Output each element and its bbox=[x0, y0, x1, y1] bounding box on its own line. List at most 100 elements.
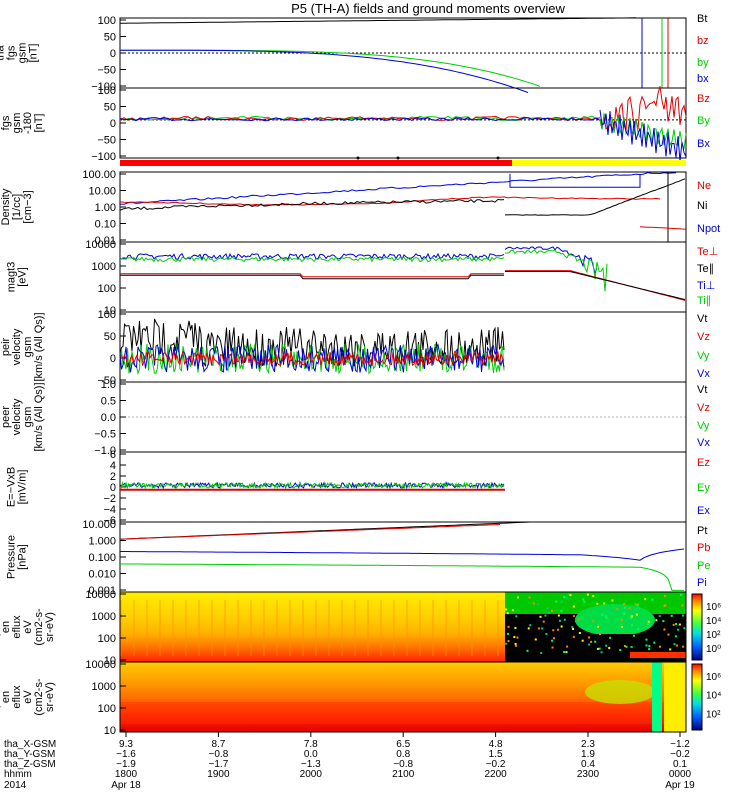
heatmap-speckle bbox=[648, 648, 651, 651]
heatmap-speckle bbox=[675, 644, 678, 647]
panel-peir_vel: 100 50 0 −50 thapeirvelocitygsm[km/s (All Qs… bbox=[0, 309, 710, 387]
y-axis-label-line: peir bbox=[0, 617, 1, 636]
legend-Pt: Pt bbox=[697, 525, 707, 537]
legend-Vy: Vy bbox=[697, 420, 710, 432]
y-axis-label-line: en bbox=[0, 621, 12, 633]
legend-Vz: Vz bbox=[697, 331, 710, 343]
x-tick-label: −0.2 bbox=[670, 749, 690, 760]
series-Ti-par-late bbox=[504, 249, 608, 292]
heatmap-speckle bbox=[600, 651, 603, 654]
y-tick-label: 2 bbox=[110, 471, 116, 483]
heatmap-stripe bbox=[328, 600, 330, 656]
heatmap-speckle bbox=[596, 647, 599, 650]
panel-frame bbox=[119, 171, 687, 243]
heatmap-stripe bbox=[393, 600, 395, 656]
y-tick-label: 0.0 bbox=[101, 412, 116, 424]
y-tick-label: −50 bbox=[97, 65, 116, 77]
heatmap-speckle bbox=[505, 608, 508, 611]
heatmap-speckle bbox=[594, 640, 597, 643]
y-axis-label-line: fgs bbox=[0, 115, 12, 130]
heatmap-speckle bbox=[588, 636, 591, 639]
heatmap-speckle bbox=[515, 615, 518, 618]
x-tick-label: 6.5 bbox=[396, 739, 410, 750]
y-axis-label-line: eflux bbox=[11, 685, 23, 709]
y-tick-label: 0.100 bbox=[88, 552, 116, 564]
heatmap-speckle bbox=[674, 635, 677, 638]
series-Pe bbox=[119, 563, 684, 591]
series-Ti-perp bbox=[119, 252, 505, 261]
heatmap-speckle bbox=[532, 602, 535, 605]
x-axis: tha_X-GSMtha_Y-GSMtha_Z-GSMhhmm20149.3−1… bbox=[4, 732, 695, 791]
heatmap-speckle bbox=[631, 624, 634, 627]
heatmap-speckle bbox=[628, 607, 631, 610]
y-axis-label: thapeerenefluxeV(cm2-s-sr-eV) bbox=[0, 678, 56, 716]
series-Vz bbox=[119, 349, 505, 368]
series-Ne bbox=[119, 196, 661, 206]
heatmap-speckle bbox=[516, 636, 519, 639]
heatmap-stripe bbox=[263, 600, 265, 656]
heatmap-stripe bbox=[497, 600, 499, 656]
heatmap-speckle bbox=[539, 615, 542, 618]
y-axis-label-line: (cm2-s- bbox=[33, 608, 45, 646]
heatmap-speckle bbox=[674, 622, 677, 625]
y-axis-label-line: E=−VxB bbox=[6, 467, 18, 507]
x-axis-row-label: hhmm bbox=[4, 769, 32, 780]
heatmap-speckle bbox=[514, 626, 517, 629]
legend-Pb: Pb bbox=[697, 542, 710, 554]
y-axis-label-line: gsm bbox=[17, 43, 29, 64]
heatmap-speckle bbox=[667, 633, 670, 636]
y-tick-label: −100 bbox=[91, 81, 116, 93]
heatmap-speckle bbox=[592, 620, 595, 623]
x-tick-label: 2.3 bbox=[581, 739, 595, 750]
y-tick-label: 50 bbox=[104, 331, 116, 343]
heatmap-speckle bbox=[647, 620, 650, 623]
heatmap-speckle bbox=[571, 626, 574, 629]
y-tick-label: 0.5 bbox=[101, 396, 116, 408]
legend-Ni: Ni bbox=[697, 200, 707, 212]
heatmap-speckle bbox=[609, 636, 612, 639]
y-axis-label-line: en bbox=[0, 691, 12, 703]
heatmap-speckle bbox=[590, 640, 593, 643]
y-axis-label-line: fgs bbox=[6, 45, 18, 60]
heatmap-speckle bbox=[681, 614, 684, 617]
y-axis-label-line: peer bbox=[0, 686, 1, 708]
series-Npot bbox=[119, 172, 677, 205]
heatmap-speckle bbox=[630, 615, 633, 618]
heatmap-speckle bbox=[681, 604, 684, 607]
heatmap-speckle bbox=[574, 620, 577, 623]
legend-Npot: Npot bbox=[697, 223, 720, 235]
y-tick-label: 10000 bbox=[85, 589, 116, 601]
heatmap-stripe bbox=[250, 600, 252, 656]
heatmap-speckle bbox=[542, 620, 545, 623]
y-axis-label-line: gsm bbox=[22, 407, 34, 428]
heatmap-stripe bbox=[224, 600, 226, 656]
heatmap-speckle bbox=[645, 638, 648, 641]
heatmap-stripe bbox=[289, 600, 291, 656]
heatmap-speckle bbox=[586, 593, 589, 596]
heatmap-yellowgreen-blob bbox=[585, 680, 655, 704]
heatmap-speckle bbox=[511, 609, 514, 612]
heatmap-stripe bbox=[237, 600, 239, 656]
heatmap-stripe bbox=[302, 600, 304, 656]
panel-frame bbox=[119, 521, 687, 593]
colorbar-tick-label: 10⁴ bbox=[706, 616, 721, 627]
y-axis-label: magt3[eV] bbox=[6, 262, 29, 293]
y-tick-label: 100 bbox=[98, 309, 116, 321]
heatmap-speckle bbox=[552, 629, 555, 632]
y-axis-label-line: [nT] bbox=[28, 44, 40, 63]
y-tick-label: −1.0 bbox=[94, 445, 116, 457]
heatmap-speckle bbox=[557, 628, 560, 631]
heatmap-speckle bbox=[529, 624, 532, 627]
series-Te-par-late bbox=[505, 271, 686, 300]
y-tick-label: 10.000 bbox=[82, 519, 116, 531]
heatmap-stripe bbox=[354, 600, 356, 656]
heatmap-stripe bbox=[471, 600, 473, 656]
y-axis-label: thapeirvelocitygsm[km/s (All Qs)] bbox=[0, 312, 45, 381]
colorbar-tick-label: 10⁶ bbox=[706, 602, 721, 613]
heatmap-stripe bbox=[211, 600, 213, 656]
heatmap-speckle bbox=[682, 645, 685, 648]
y-tick-label: 10000 bbox=[85, 239, 116, 251]
heatmap-stripe bbox=[120, 600, 122, 656]
heatmap-speckle bbox=[587, 627, 590, 630]
heatmap-speckle bbox=[663, 605, 666, 608]
